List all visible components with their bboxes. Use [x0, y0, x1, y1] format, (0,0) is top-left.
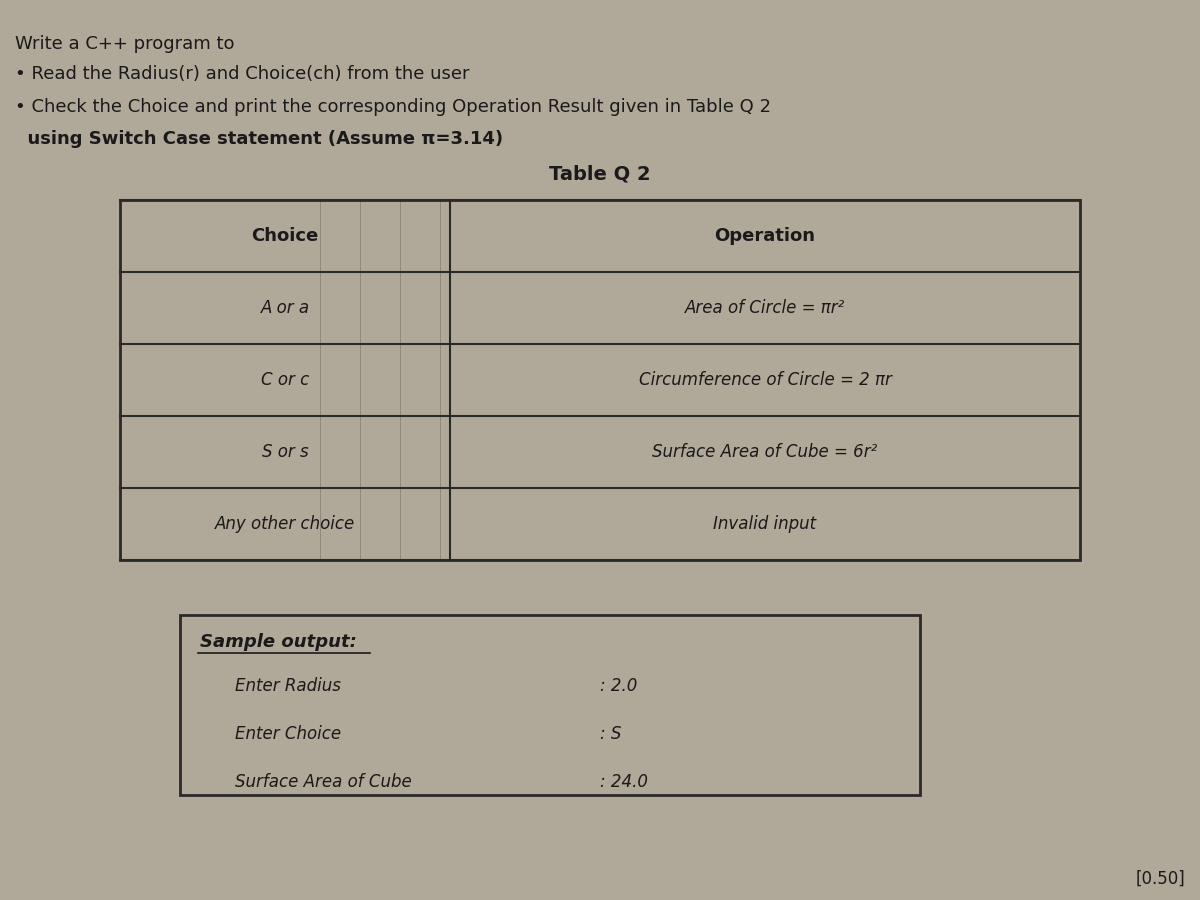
Text: A or a: A or a — [260, 299, 310, 317]
Text: Any other choice: Any other choice — [215, 515, 355, 533]
Text: Choice: Choice — [251, 227, 319, 245]
Text: : 24.0: : 24.0 — [600, 773, 648, 791]
Text: Sample output:: Sample output: — [200, 633, 356, 651]
Text: Surface Area of Cube: Surface Area of Cube — [235, 773, 412, 791]
Text: Operation: Operation — [714, 227, 816, 245]
FancyBboxPatch shape — [180, 615, 920, 795]
Text: Table Q 2: Table Q 2 — [550, 165, 650, 184]
Text: : S: : S — [600, 725, 622, 743]
Text: : 2.0: : 2.0 — [600, 677, 637, 695]
Text: Enter Choice: Enter Choice — [235, 725, 341, 743]
Text: [0.50]: [0.50] — [1135, 870, 1186, 888]
Text: using Switch Case statement (Assume π=3.14): using Switch Case statement (Assume π=3.… — [14, 130, 503, 148]
Text: • Read the Radius(r) and Choice(ch) from the user: • Read the Radius(r) and Choice(ch) from… — [14, 65, 469, 83]
Text: • Check the Choice and print the corresponding Operation Result given in Table Q: • Check the Choice and print the corresp… — [14, 98, 772, 116]
FancyBboxPatch shape — [120, 200, 1080, 560]
Text: C or c: C or c — [260, 371, 310, 389]
Text: Area of Circle = πr²: Area of Circle = πr² — [685, 299, 845, 317]
Text: Enter Radius: Enter Radius — [235, 677, 341, 695]
Text: Invalid input: Invalid input — [714, 515, 816, 533]
Text: S or s: S or s — [262, 443, 308, 461]
Text: Circumference of Circle = 2 πr: Circumference of Circle = 2 πr — [638, 371, 892, 389]
Text: Write a C++ program to: Write a C++ program to — [14, 35, 234, 53]
Text: Surface Area of Cube = 6r²: Surface Area of Cube = 6r² — [653, 443, 877, 461]
